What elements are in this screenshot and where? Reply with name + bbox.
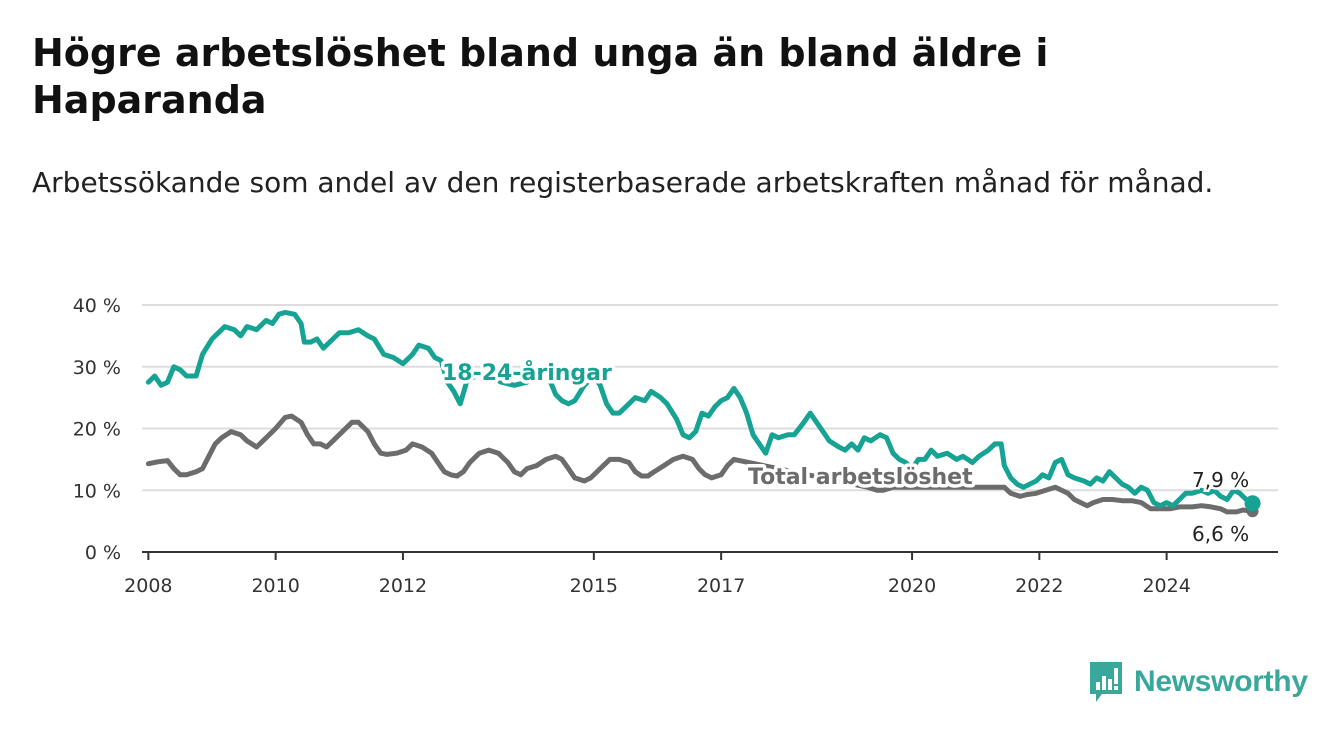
grid-lines — [142, 304, 1278, 553]
y-tick-label: 20 % — [73, 419, 121, 441]
y-tick-label: 40 % — [73, 295, 121, 317]
brand-name: Newsworthy — [1134, 665, 1308, 698]
series-lines — [145, 309, 1261, 518]
x-tick-label: 2020 — [888, 575, 936, 597]
x-tick-label: 2010 — [251, 575, 299, 597]
end-label-total: 6,6 % — [1192, 522, 1249, 546]
series-line-youth — [145, 309, 1255, 509]
brand-logo: Newsworthy — [1088, 660, 1308, 704]
chart-subtitle: Arbetssökande som andel av den registerb… — [32, 166, 1214, 199]
y-tick-label: 30 % — [73, 357, 121, 379]
series-line-total — [145, 413, 1255, 515]
end-label-youth: 7,9 % — [1192, 468, 1249, 492]
chart-title: Högre arbetslöshet bland unga än bland ä… — [32, 31, 1049, 122]
x-tick-label: 2022 — [1015, 575, 1063, 597]
y-tick-label: 10 % — [73, 480, 121, 502]
y-axis-ticks: 0 % 10 % 20 % 30 % 40 % — [73, 295, 121, 564]
x-axis-ticks: 2008 2010 2012 2015 2017 2020 2022 2024 — [124, 552, 1191, 597]
series-label-total: Total arbetslöshet — [748, 465, 973, 490]
line-chart: 0 % 10 % 20 % 30 % 40 % 2008 2010 2012 2015 2017… — [73, 295, 1278, 597]
series-labels: 18-24-åringar Total arbetslöshet 7,9 % 6… — [439, 357, 1252, 549]
series-label-youth: 18-24-åringar — [442, 360, 612, 386]
y-tick-label: 0 % — [85, 542, 121, 564]
x-tick-label: 2015 — [570, 575, 618, 597]
x-tick-label: 2008 — [124, 575, 172, 597]
x-tick-label: 2012 — [379, 575, 427, 597]
end-point-youth — [1244, 495, 1261, 512]
x-tick-label: 2024 — [1142, 575, 1190, 597]
x-tick-label: 2017 — [697, 575, 745, 597]
newsworthy-logo-icon — [1090, 662, 1122, 702]
